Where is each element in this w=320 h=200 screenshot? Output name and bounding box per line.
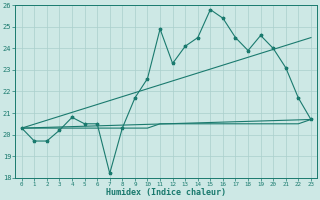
- X-axis label: Humidex (Indice chaleur): Humidex (Indice chaleur): [106, 188, 226, 197]
